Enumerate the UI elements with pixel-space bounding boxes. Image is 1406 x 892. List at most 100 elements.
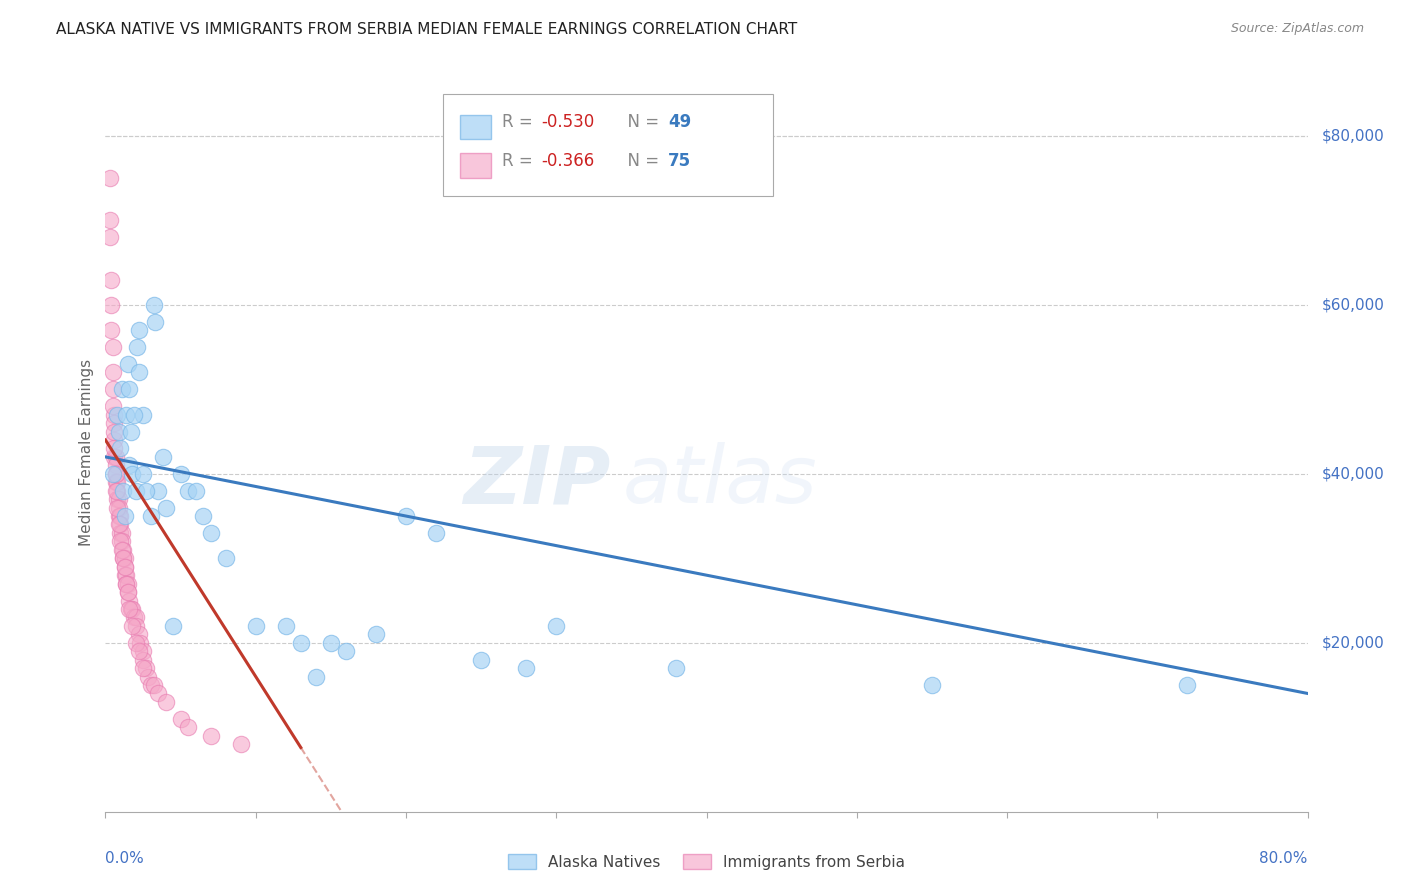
Point	[114, 509, 136, 524]
Point	[112, 483, 135, 498]
Point	[108, 500, 131, 515]
Text: ZIP: ZIP	[463, 442, 610, 520]
Point	[125, 340, 148, 354]
Text: N =: N =	[617, 113, 665, 131]
Point	[107, 475, 129, 490]
Point	[142, 678, 165, 692]
Point	[104, 467, 127, 481]
Point	[335, 644, 357, 658]
Point	[1175, 678, 1198, 692]
Text: 75: 75	[668, 152, 690, 169]
Point	[103, 442, 125, 456]
Point	[118, 382, 141, 396]
Point	[120, 425, 142, 439]
Point	[121, 467, 143, 481]
Point	[155, 695, 177, 709]
Point	[121, 602, 143, 616]
Point	[114, 568, 136, 582]
Point	[169, 467, 191, 481]
Point	[115, 576, 138, 591]
Point	[118, 593, 141, 607]
Point	[108, 509, 131, 524]
Point	[108, 517, 131, 532]
Text: $40,000: $40,000	[1322, 467, 1385, 482]
Point	[162, 619, 184, 633]
Point	[128, 644, 150, 658]
Point	[152, 450, 174, 464]
Point	[290, 636, 312, 650]
Point	[107, 408, 129, 422]
Point	[132, 408, 155, 422]
Point	[124, 610, 146, 624]
Point	[98, 171, 121, 186]
Point	[118, 458, 141, 473]
Point	[98, 230, 121, 244]
Point	[665, 661, 688, 675]
Point	[146, 483, 169, 498]
Point	[104, 450, 127, 464]
Point	[515, 661, 537, 675]
Point	[101, 399, 124, 413]
Point	[114, 559, 136, 574]
Point	[128, 627, 150, 641]
Point	[107, 500, 129, 515]
Point	[107, 492, 129, 507]
Point	[114, 551, 136, 566]
Point	[117, 576, 139, 591]
Text: atlas: atlas	[623, 442, 817, 520]
Point	[110, 442, 132, 456]
Point	[101, 366, 124, 380]
Text: N =: N =	[617, 152, 665, 169]
Point	[921, 678, 943, 692]
Point	[122, 408, 145, 422]
Point	[101, 340, 124, 354]
Y-axis label: Median Female Earnings: Median Female Earnings	[79, 359, 94, 546]
Point	[114, 559, 136, 574]
Point	[98, 213, 121, 227]
Point	[132, 653, 155, 667]
Point	[100, 272, 122, 286]
Text: R =: R =	[502, 113, 538, 131]
Point	[110, 517, 132, 532]
Point	[115, 408, 138, 422]
Point	[319, 636, 342, 650]
Point	[104, 483, 127, 498]
Point	[229, 737, 252, 751]
Text: 0.0%: 0.0%	[105, 851, 145, 866]
Point	[110, 534, 132, 549]
Point	[146, 686, 169, 700]
Point	[110, 509, 132, 524]
Text: -0.366: -0.366	[541, 152, 595, 169]
Point	[139, 678, 162, 692]
Point	[111, 534, 134, 549]
Point	[124, 483, 146, 498]
Point	[103, 450, 125, 464]
Point	[112, 542, 135, 557]
Point	[124, 636, 146, 650]
Point	[100, 323, 122, 337]
Point	[101, 467, 124, 481]
Point	[104, 458, 127, 473]
Point	[118, 602, 141, 616]
Point	[117, 585, 139, 599]
Point	[546, 619, 568, 633]
Point	[395, 509, 418, 524]
Point	[135, 483, 157, 498]
Point	[214, 551, 236, 566]
Text: 80.0%: 80.0%	[1260, 851, 1308, 866]
Point	[104, 467, 127, 481]
Point	[110, 525, 132, 540]
Point	[128, 323, 150, 337]
Text: $80,000: $80,000	[1322, 128, 1385, 144]
Legend: Alaska Natives, Immigrants from Serbia: Alaska Natives, Immigrants from Serbia	[502, 847, 911, 876]
Point	[120, 602, 142, 616]
Point	[108, 492, 131, 507]
Point	[132, 467, 155, 481]
Point	[169, 712, 191, 726]
Point	[111, 542, 134, 557]
Point	[117, 585, 139, 599]
Point	[142, 298, 165, 312]
Point	[177, 720, 200, 734]
Point	[139, 509, 162, 524]
Point	[200, 729, 222, 743]
